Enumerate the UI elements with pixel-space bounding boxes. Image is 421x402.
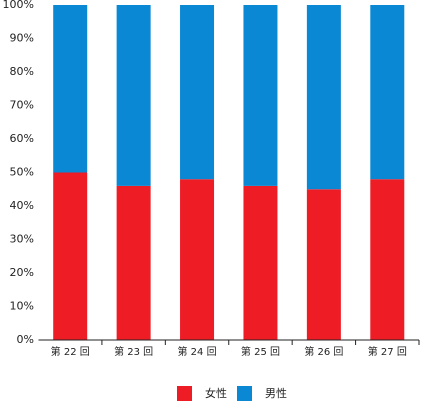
y-tick-label: 90% (10, 32, 34, 45)
x-tick-label: 第 26 回 (304, 345, 343, 358)
bar-segment (243, 5, 278, 186)
x-tick-label: 第 24 回 (177, 345, 216, 358)
y-tick-label: 50% (10, 166, 34, 179)
bar-segment (53, 5, 88, 173)
y-tick-label: 70% (10, 99, 34, 112)
x-tick-label: 第 23 回 (114, 345, 153, 358)
bar-segment (180, 5, 215, 180)
y-tick-label: 20% (10, 266, 34, 279)
bar-segment (180, 179, 215, 340)
y-tick-label: 10% (10, 300, 34, 313)
bar-segment (53, 172, 88, 340)
y-tick-label: 0% (17, 333, 34, 346)
legend-label: 男性 (265, 386, 287, 400)
bar-segment (370, 179, 405, 340)
x-tick-label: 第 25 回 (241, 345, 280, 358)
y-tick-label: 30% (10, 233, 34, 246)
bar-segment (370, 5, 405, 180)
bar-segment (306, 5, 341, 190)
bar-segment (116, 5, 151, 186)
x-tick-label: 第 27 回 (368, 345, 407, 358)
y-tick-label: 100% (3, 0, 34, 11)
y-tick-label: 80% (10, 65, 34, 78)
bar-segment (306, 189, 341, 340)
legend-swatch (237, 386, 252, 401)
legend-swatch (177, 386, 192, 401)
x-tick-label: 第 22 回 (51, 345, 90, 358)
bar-segment (243, 185, 278, 340)
y-tick-label: 60% (10, 132, 34, 145)
legend-label: 女性 (205, 386, 227, 400)
y-tick-label: 40% (10, 199, 34, 212)
bar-segment (116, 185, 151, 340)
